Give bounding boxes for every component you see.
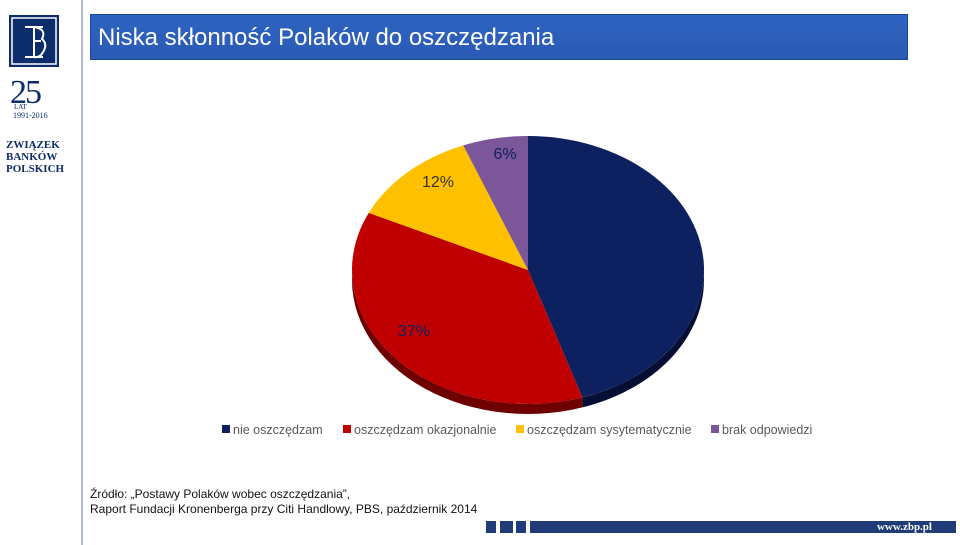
footer-bar: www.zbp.pl bbox=[486, 521, 956, 533]
legend-swatch bbox=[222, 425, 230, 433]
footer-segment bbox=[530, 521, 956, 533]
footer-segment bbox=[486, 521, 496, 533]
source-note: Źródło: „Postawy Polaków wobec oszczędza… bbox=[90, 487, 477, 517]
pie-value-label: 12% bbox=[422, 174, 454, 191]
legend-label: oszczędzam sysytematycznie bbox=[527, 423, 692, 437]
source-line: Źródło: „Postawy Polaków wobec oszczędza… bbox=[90, 487, 351, 501]
legend-label: brak odpowiedzi bbox=[722, 423, 812, 437]
page-title: Niska skłonność Polaków do oszczędzania bbox=[98, 24, 555, 51]
title-bar: Niska skłonność Polaków do oszczędzania bbox=[90, 14, 908, 60]
pie-slice bbox=[463, 136, 528, 270]
footer-url: www.zbp.pl bbox=[876, 521, 932, 533]
legend-swatch bbox=[711, 425, 719, 433]
legend-swatch bbox=[343, 425, 351, 433]
pie-slice-side bbox=[352, 270, 583, 414]
legend-label: oszczędzam okazjonalnie bbox=[354, 423, 496, 437]
pie-slice bbox=[368, 145, 528, 270]
anniversary-years: 1991-2016 bbox=[13, 111, 48, 120]
footer-segment bbox=[516, 521, 526, 533]
zbp-logo-icon bbox=[9, 15, 59, 67]
pie-value-label: 37% bbox=[398, 323, 430, 340]
pie-value-label: 45% bbox=[652, 230, 684, 247]
source-line: Raport Fundacji Kronenberga przy Citi Ha… bbox=[90, 502, 478, 516]
anniversary-label: LAT bbox=[14, 103, 27, 111]
anniversary-number: 25 bbox=[10, 74, 42, 111]
legend-swatch bbox=[516, 425, 524, 433]
organization-name: ZWIĄZEK BANKÓW POLSKICH bbox=[6, 139, 68, 175]
footer-segment bbox=[500, 521, 513, 533]
legend-label: nie oszczędzam bbox=[233, 423, 323, 437]
pie-slice-side bbox=[582, 270, 704, 408]
sidebar-divider bbox=[81, 0, 83, 545]
pie-slice bbox=[528, 136, 704, 398]
pie-value-label: 6% bbox=[493, 146, 516, 163]
organization-name-line: POLSKICH bbox=[6, 163, 65, 175]
organization-name-line: BANKÓW bbox=[6, 151, 58, 163]
organization-name-line: ZWIĄZEK bbox=[6, 139, 60, 151]
pie-slice bbox=[352, 212, 583, 404]
